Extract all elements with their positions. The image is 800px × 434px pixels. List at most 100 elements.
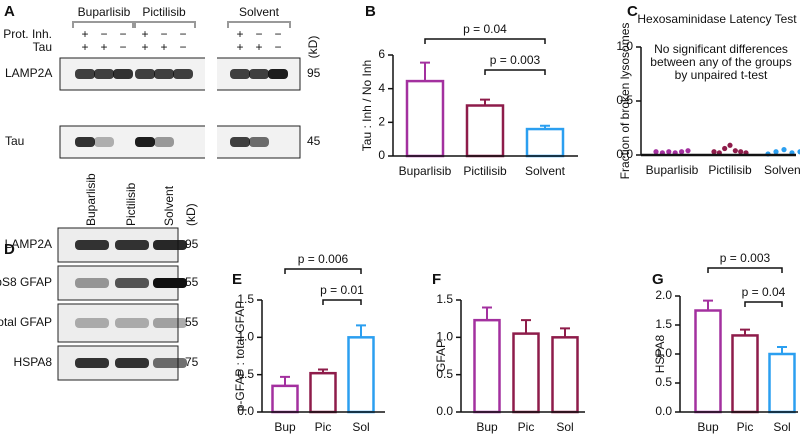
kd-value: 95 [185, 237, 199, 251]
data-point [711, 149, 717, 155]
blot-row-label: total GFAP [0, 315, 52, 329]
lane-label: Solvent [162, 185, 176, 226]
y-tick-label: 0.5 [655, 375, 672, 389]
y-axis-label: p-GFAP : total GFAP [233, 301, 247, 412]
panel-letter: B [365, 3, 376, 20]
kd-value: 45 [307, 134, 321, 148]
condition-sign: + [141, 27, 148, 41]
blot [57, 303, 179, 343]
condition-sign: + [81, 27, 88, 41]
condition-sign: − [255, 27, 262, 41]
error-bar [356, 324, 366, 338]
y-axis-label: Tau : Inh / No Inh [360, 60, 374, 151]
band [75, 240, 109, 250]
bar [271, 384, 299, 414]
y-tick-label: 1.5 [436, 292, 453, 306]
bar [347, 336, 375, 414]
x-tick-label: Sol [352, 420, 369, 434]
panel-letter: E [232, 271, 242, 288]
lane-label: Pictilisib [124, 182, 138, 226]
error-bar [703, 299, 713, 311]
band [230, 137, 250, 147]
significance-bracket [424, 38, 546, 44]
error-bar [480, 98, 490, 106]
y-axis-label: Fraction of broken lysosomes [618, 23, 632, 180]
condition-sign: − [179, 27, 186, 41]
condition-sign: + [100, 40, 107, 54]
band [135, 137, 155, 147]
band [75, 137, 95, 147]
band [115, 318, 149, 328]
group-label: Pictilisib [142, 5, 186, 19]
data-point [653, 149, 659, 155]
blot-row-label: HSPA8 [14, 355, 53, 369]
bar [694, 309, 722, 414]
band [154, 69, 174, 79]
panel-letter: C [627, 3, 638, 20]
p-value: p = 0.04 [463, 22, 507, 36]
p-value: p = 0.003 [720, 251, 771, 265]
y-tick-label: 0.5 [616, 93, 633, 107]
p-value: p = 0.006 [298, 252, 349, 266]
significance-bracket [744, 301, 783, 307]
y-tick-label: 2.0 [655, 288, 672, 302]
y-tick-label: 0.5 [436, 367, 453, 381]
bar [465, 104, 505, 158]
blot-row-label: LAMP2A [5, 237, 52, 251]
error-bar [482, 306, 492, 321]
x-tick-label: Sol [773, 420, 790, 434]
error-bar [420, 61, 430, 82]
panel-letter: G [652, 271, 664, 288]
x-tick-label: Buparlisib [399, 164, 452, 178]
condition-sign: − [119, 27, 126, 41]
condition-sign: + [255, 40, 262, 54]
x-tick-label: Bup [697, 420, 719, 434]
data-point [727, 142, 733, 148]
significance-bracket [284, 268, 362, 274]
kd-value: 95 [307, 66, 321, 80]
annotation: between any of the groups [650, 55, 791, 69]
annotation: No significant differences [654, 42, 788, 56]
y-tick-label: 0.0 [237, 404, 254, 418]
p-value: p = 0.04 [742, 285, 786, 299]
blot-row-label: Tau [5, 134, 24, 148]
significance-bracket [707, 267, 783, 273]
y-tick-label: 1.5 [655, 317, 672, 331]
condition-label: Tau [33, 40, 52, 54]
condition-sign: − [274, 27, 281, 41]
data-point [732, 148, 738, 154]
panel-letter: F [432, 271, 441, 288]
x-tick-label: Solvent [764, 163, 800, 177]
band [75, 69, 95, 79]
error-bar [560, 327, 570, 338]
blot-gap [205, 57, 217, 91]
band [153, 278, 187, 288]
y-tick-label: 1.0 [436, 330, 453, 344]
x-tick-label: Pic [315, 420, 332, 434]
data-point [781, 147, 787, 153]
y-tick-label: 0.0 [655, 404, 672, 418]
y-tick-label: 0 [378, 148, 385, 162]
data-point [685, 148, 691, 154]
data-point [679, 149, 685, 155]
band [249, 69, 269, 79]
band [230, 69, 250, 79]
x-tick-label: Pic [737, 420, 754, 434]
significance-bracket [484, 69, 546, 75]
condition-sign: + [236, 40, 243, 54]
condition-sign: − [179, 40, 186, 54]
error-bar [280, 375, 290, 386]
blot-row-label: pS8 GFAP [0, 275, 52, 289]
chart-title: Hexosaminidase Latency Test [637, 12, 797, 26]
condition-sign: + [141, 40, 148, 54]
band [75, 358, 109, 368]
band [154, 137, 174, 147]
bar [512, 332, 540, 414]
group-label: Buparlisib [78, 5, 131, 19]
data-point [738, 149, 744, 155]
group-label: Solvent [239, 5, 280, 19]
data-point [722, 145, 728, 152]
x-tick-label: Pictilisib [463, 164, 507, 178]
panel-letter: A [4, 3, 15, 20]
kd-value: 55 [185, 275, 199, 289]
